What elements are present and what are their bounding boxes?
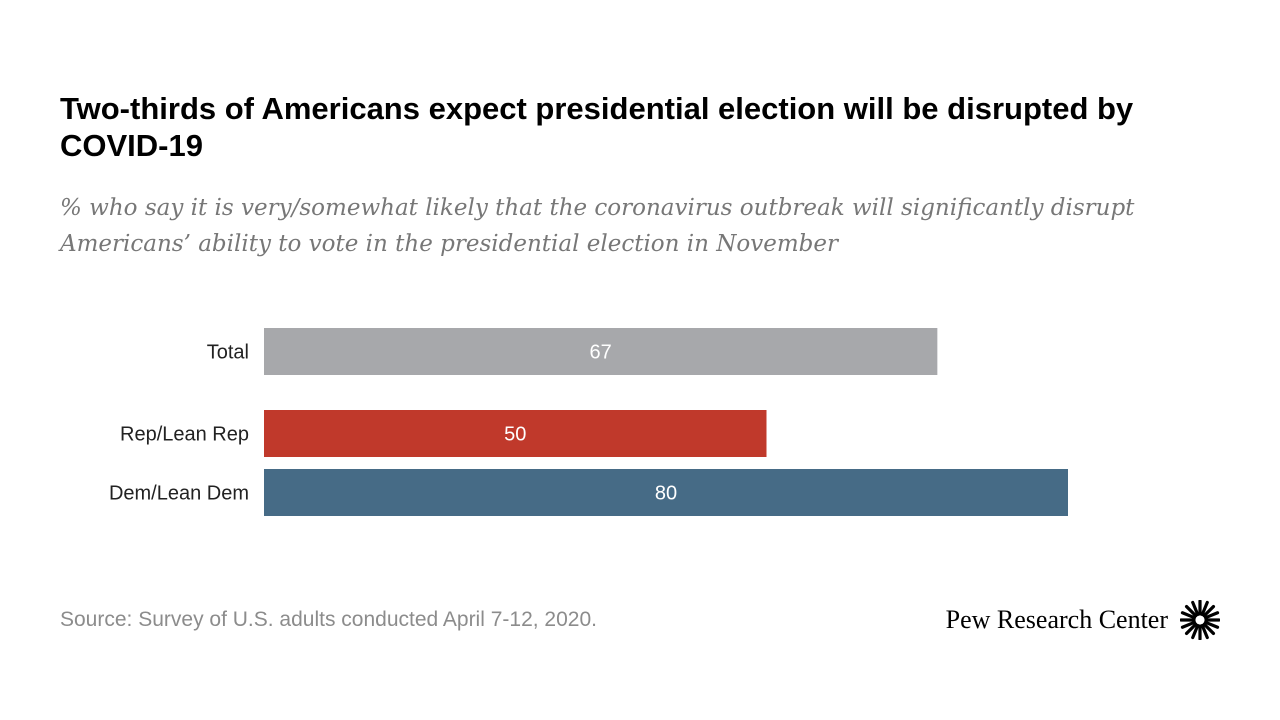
chart-title: Two-thirds of Americans expect president… [60, 91, 1134, 163]
data-label: 50 [504, 424, 526, 446]
source-note: Source: Survey of U.S. adults conducted … [60, 608, 597, 631]
category-label: Rep/Lean Rep [120, 424, 249, 446]
data-label: 67 [590, 342, 612, 364]
category-label: Dem/Lean Dem [109, 483, 249, 505]
data-label: 80 [655, 483, 677, 505]
bar-rep-lean-rep [264, 410, 767, 457]
pew-sunburst-icon [1180, 600, 1220, 640]
bar-dem-lean-dem [264, 469, 1068, 516]
brand-name: Pew Research Center [945, 605, 1168, 634]
bar-total [264, 328, 938, 375]
brand: Pew Research Center [946, 598, 1220, 642]
category-label: Total [207, 342, 249, 364]
chart-subtitle: % who say it is very/somewhat likely tha… [60, 195, 1135, 257]
